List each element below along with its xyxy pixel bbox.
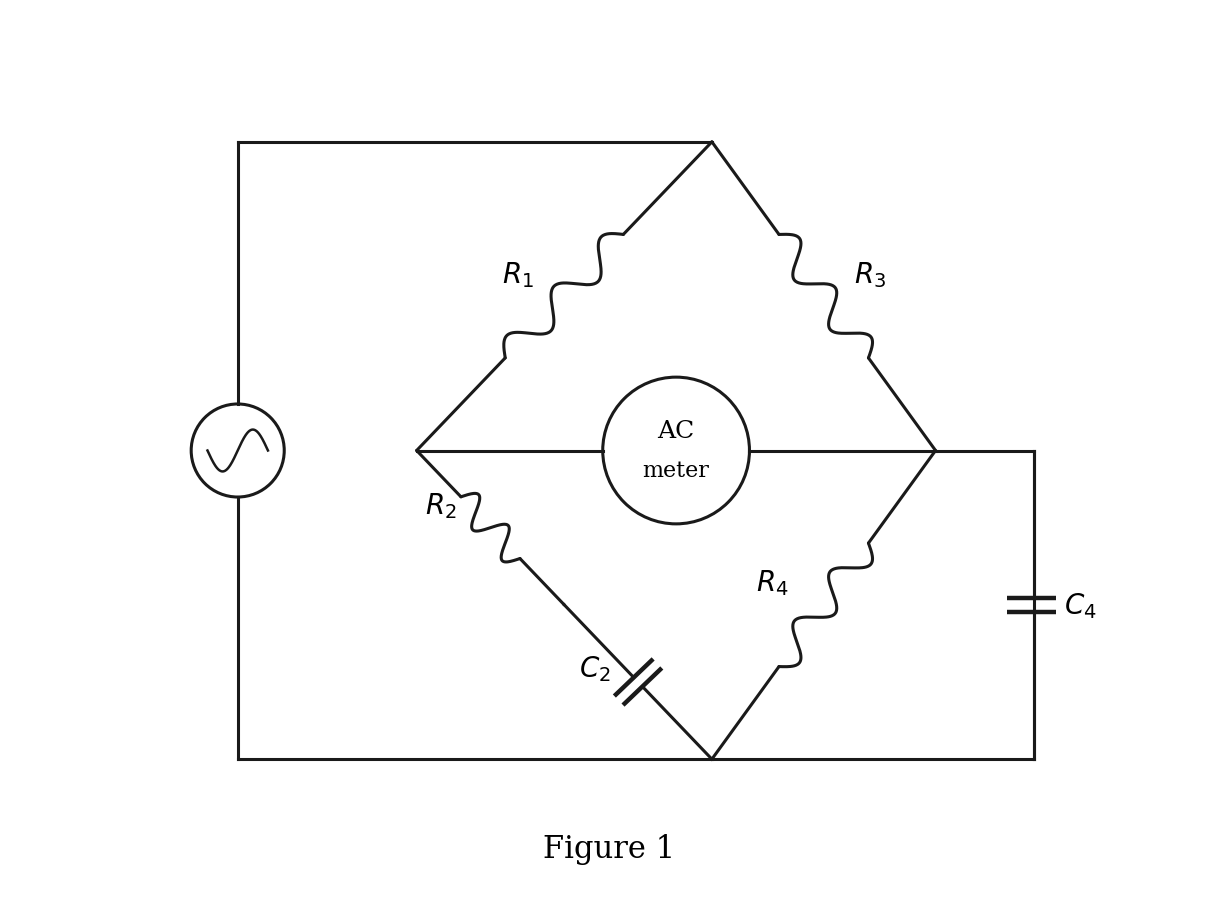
Text: meter: meter — [643, 460, 710, 482]
Text: $R_1$: $R_1$ — [502, 260, 533, 290]
Text: AC: AC — [658, 419, 694, 443]
Text: $R_3$: $R_3$ — [854, 260, 887, 290]
Circle shape — [603, 378, 749, 524]
Text: $C_4$: $C_4$ — [1065, 590, 1097, 620]
Text: $C_2$: $C_2$ — [580, 654, 611, 684]
Text: Figure 1: Figure 1 — [543, 833, 675, 864]
Text: $R_2$: $R_2$ — [425, 491, 457, 520]
Text: $R_4$: $R_4$ — [755, 568, 788, 598]
